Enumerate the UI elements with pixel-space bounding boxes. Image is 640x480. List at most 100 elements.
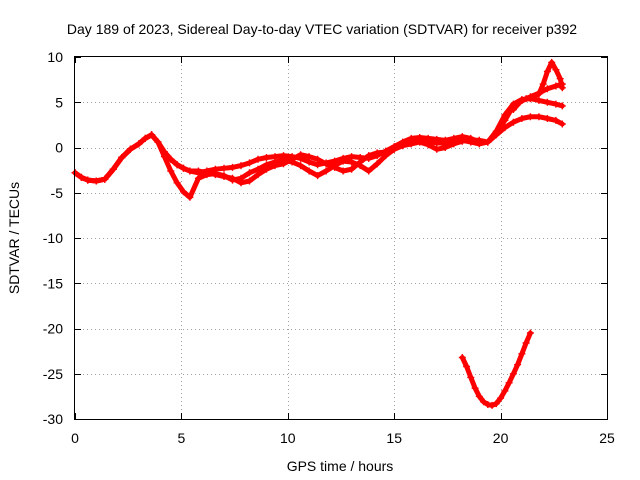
data-point — [450, 138, 458, 146]
data-point — [297, 151, 305, 159]
data-point — [229, 163, 236, 171]
y-tick-label: 5 — [55, 94, 63, 110]
data-point — [84, 176, 92, 184]
y-tick-label: -30 — [43, 411, 63, 427]
data-point — [543, 98, 551, 106]
data-point — [501, 111, 509, 119]
data-point — [173, 179, 181, 187]
data-point — [314, 172, 322, 180]
x-tick-label: 5 — [178, 430, 186, 446]
data-point — [118, 154, 126, 161]
data-point — [558, 102, 566, 110]
y-tick-label: -10 — [43, 230, 63, 246]
y-axis-label: SDTVAR / TECUs — [6, 182, 22, 294]
series-line — [72, 81, 565, 184]
data-point — [365, 152, 373, 160]
data-point — [167, 155, 175, 163]
data-point — [501, 124, 509, 132]
data-point — [475, 140, 483, 148]
data-point — [543, 115, 551, 122]
data-point — [518, 350, 526, 358]
data-point — [556, 75, 564, 83]
data-point — [254, 155, 262, 163]
data-point — [543, 85, 551, 93]
y-tick-label: -5 — [51, 185, 64, 201]
data-point — [173, 161, 181, 169]
data-point — [339, 157, 347, 165]
data-point — [194, 167, 202, 175]
series-track-4 — [509, 58, 566, 113]
data-point — [220, 164, 228, 172]
data-point — [535, 96, 543, 104]
data-point — [348, 165, 356, 173]
data-point — [167, 167, 175, 175]
data-point — [458, 136, 466, 144]
data-point — [263, 165, 270, 173]
data-point — [322, 167, 330, 175]
series-track-1 — [71, 80, 566, 185]
data-point — [552, 82, 560, 90]
data-point — [220, 173, 228, 180]
axis-ticks — [75, 57, 608, 420]
data-point — [407, 136, 415, 144]
y-tick-labels: 10 5 0 -5 -10 -15 -20 -25 -30 — [43, 49, 63, 427]
data-point — [522, 95, 530, 103]
data-point — [246, 159, 253, 167]
data-point — [126, 145, 134, 153]
data-point — [492, 127, 500, 135]
series-line — [72, 96, 565, 186]
data-point — [77, 173, 85, 181]
data-point — [475, 392, 483, 400]
data-point — [382, 148, 390, 156]
x-tick-label: 15 — [386, 430, 402, 446]
x-tick-label: 10 — [280, 430, 296, 446]
x-axis-label: GPS time / hours — [287, 458, 394, 474]
data-point — [484, 401, 492, 408]
data-point — [180, 188, 187, 196]
data-point — [154, 138, 162, 146]
data-point — [471, 384, 479, 392]
data-point — [552, 66, 560, 74]
data-point — [203, 169, 211, 177]
data-point — [535, 113, 543, 121]
data-point — [509, 106, 517, 113]
data-point — [505, 379, 513, 387]
data-point — [492, 400, 500, 408]
data-point — [148, 131, 156, 139]
x-tick-label: 25 — [599, 430, 615, 446]
data-point — [497, 394, 505, 402]
data-point — [558, 84, 566, 92]
data-point — [539, 80, 547, 88]
data-point — [339, 167, 347, 175]
chart-title: Day 189 of 2023, Sidereal Day-to-day VTE… — [67, 21, 577, 37]
data-point — [314, 155, 322, 163]
data-point — [535, 90, 543, 98]
data-point — [246, 169, 253, 177]
series-line — [72, 114, 565, 200]
data-point — [305, 153, 313, 161]
data-point — [399, 140, 407, 148]
data-point — [348, 158, 356, 166]
data-point — [109, 165, 117, 173]
data-point — [356, 158, 364, 166]
data-point — [246, 177, 253, 185]
data-point — [433, 145, 441, 153]
data-point — [501, 387, 509, 395]
plot-frame — [74, 56, 608, 420]
series-track-2 — [71, 113, 566, 201]
data-point — [558, 120, 566, 128]
data-point — [101, 175, 109, 183]
data-point — [543, 68, 551, 75]
data-point — [186, 193, 194, 201]
data-point — [186, 167, 194, 175]
y-tick-label: 0 — [55, 140, 63, 156]
data-point — [92, 177, 100, 185]
data-point — [516, 98, 524, 106]
data-point — [305, 167, 313, 175]
data-point — [526, 329, 534, 337]
data-point — [552, 100, 560, 108]
data-point — [297, 162, 305, 170]
y-tick-label: -25 — [43, 366, 63, 382]
y-tick-label: 10 — [47, 49, 63, 65]
data-point — [480, 398, 488, 406]
